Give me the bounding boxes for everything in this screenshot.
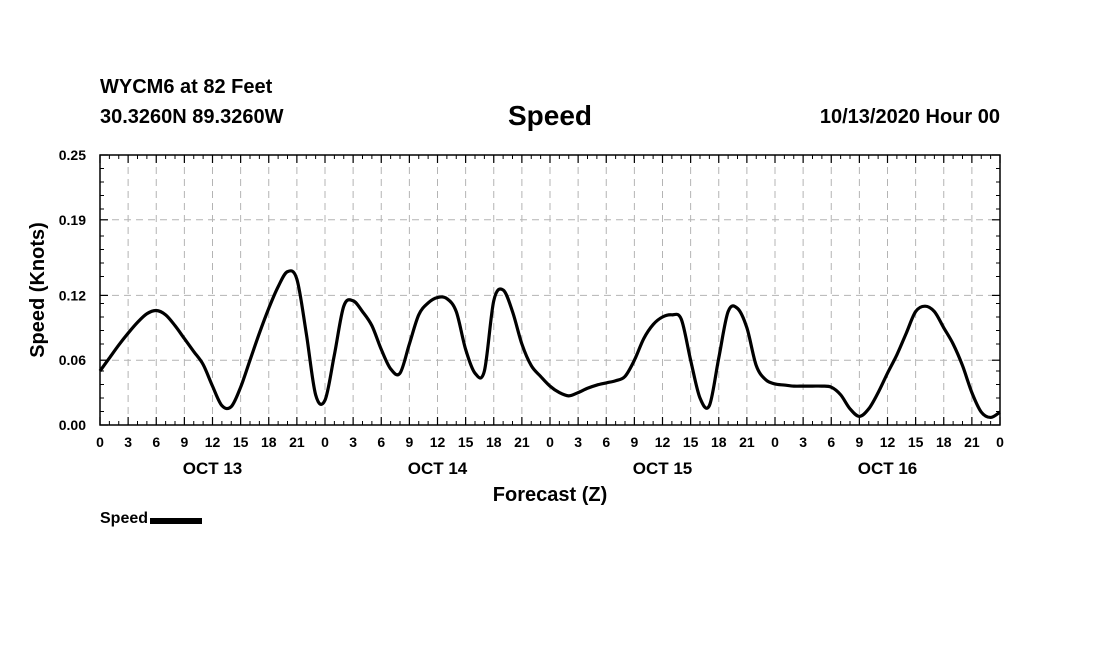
x-tick-label: 3 (349, 434, 357, 450)
x-tick-label: 0 (996, 434, 1004, 450)
x-tick-label: 0 (321, 434, 329, 450)
x-tick-label: 3 (799, 434, 807, 450)
x-tick-label: 18 (486, 434, 502, 450)
y-tick-label: 0.00 (59, 417, 86, 433)
x-tick-label: 6 (602, 434, 610, 450)
x-tick-label: 9 (630, 434, 638, 450)
x-tick-label: 6 (827, 434, 835, 450)
forecast-date-label: 10/13/2020 Hour 00 (819, 106, 1000, 128)
legend-line-swatch (150, 518, 203, 524)
x-tick-label: 15 (233, 434, 249, 450)
day-label: OCT 13 (183, 459, 243, 478)
speed-series-line (98, 269, 1001, 420)
y-tick-label: 0.06 (59, 352, 86, 368)
day-label: OCT 16 (858, 459, 918, 478)
day-label: OCT 15 (633, 459, 693, 478)
x-tick-label: 18 (711, 434, 727, 450)
x-tick-label: 18 (261, 434, 277, 450)
x-tick-label: 15 (908, 434, 924, 450)
x-tick-label: 6 (152, 434, 160, 450)
x-tick-label: 21 (514, 434, 530, 450)
x-tick-label: 21 (739, 434, 755, 450)
x-axis-title: Forecast (Z) (493, 484, 607, 506)
x-tick-label: 9 (180, 434, 188, 450)
x-tick-label: 0 (96, 434, 104, 450)
station-label: WYCM6 at 82 Feet (100, 76, 273, 98)
coordinates-label: 30.3260N 89.3260W (100, 106, 284, 128)
x-tick-label: 12 (655, 434, 671, 450)
grid-layer (100, 155, 1000, 425)
x-tick-label: 9 (855, 434, 863, 450)
y-axis: 0.00 0.06 0.12 0.19 0.25 (59, 147, 1000, 433)
legend: Speed (100, 510, 203, 528)
x-tick-label: 18 (936, 434, 952, 450)
x-tick-label: 21 (289, 434, 305, 450)
x-axis: 0 3 6 9 12 15 18 21 0 3 6 9 12 15 18 21 0 3 6 9 12 15 18 21 0 3 6 9… (96, 155, 1004, 478)
chart-title: Speed (507, 100, 593, 131)
series-layer (98, 269, 1001, 420)
x-tick-label: 12 (880, 434, 896, 450)
x-tick-label: 15 (683, 434, 699, 450)
day-label: OCT 14 (408, 459, 468, 478)
x-tick-label: 15 (458, 434, 474, 450)
x-tick-label: 0 (546, 434, 554, 450)
y-tick-label: 0.25 (59, 147, 86, 163)
x-tick-label: 12 (430, 434, 446, 450)
x-tick-label: 3 (124, 434, 132, 450)
legend-label: Speed (100, 510, 149, 527)
x-tick-label: 21 (964, 434, 980, 450)
x-tick-label: 3 (574, 434, 582, 450)
x-tick-label: 6 (377, 434, 385, 450)
y-tick-label: 0.19 (59, 212, 86, 228)
y-axis-title: Speed (Knots) (27, 222, 49, 358)
x-tick-label: 12 (205, 434, 221, 450)
y-tick-label: 0.12 (59, 287, 86, 303)
x-tick-label: 9 (405, 434, 413, 450)
x-tick-label: 0 (771, 434, 779, 450)
